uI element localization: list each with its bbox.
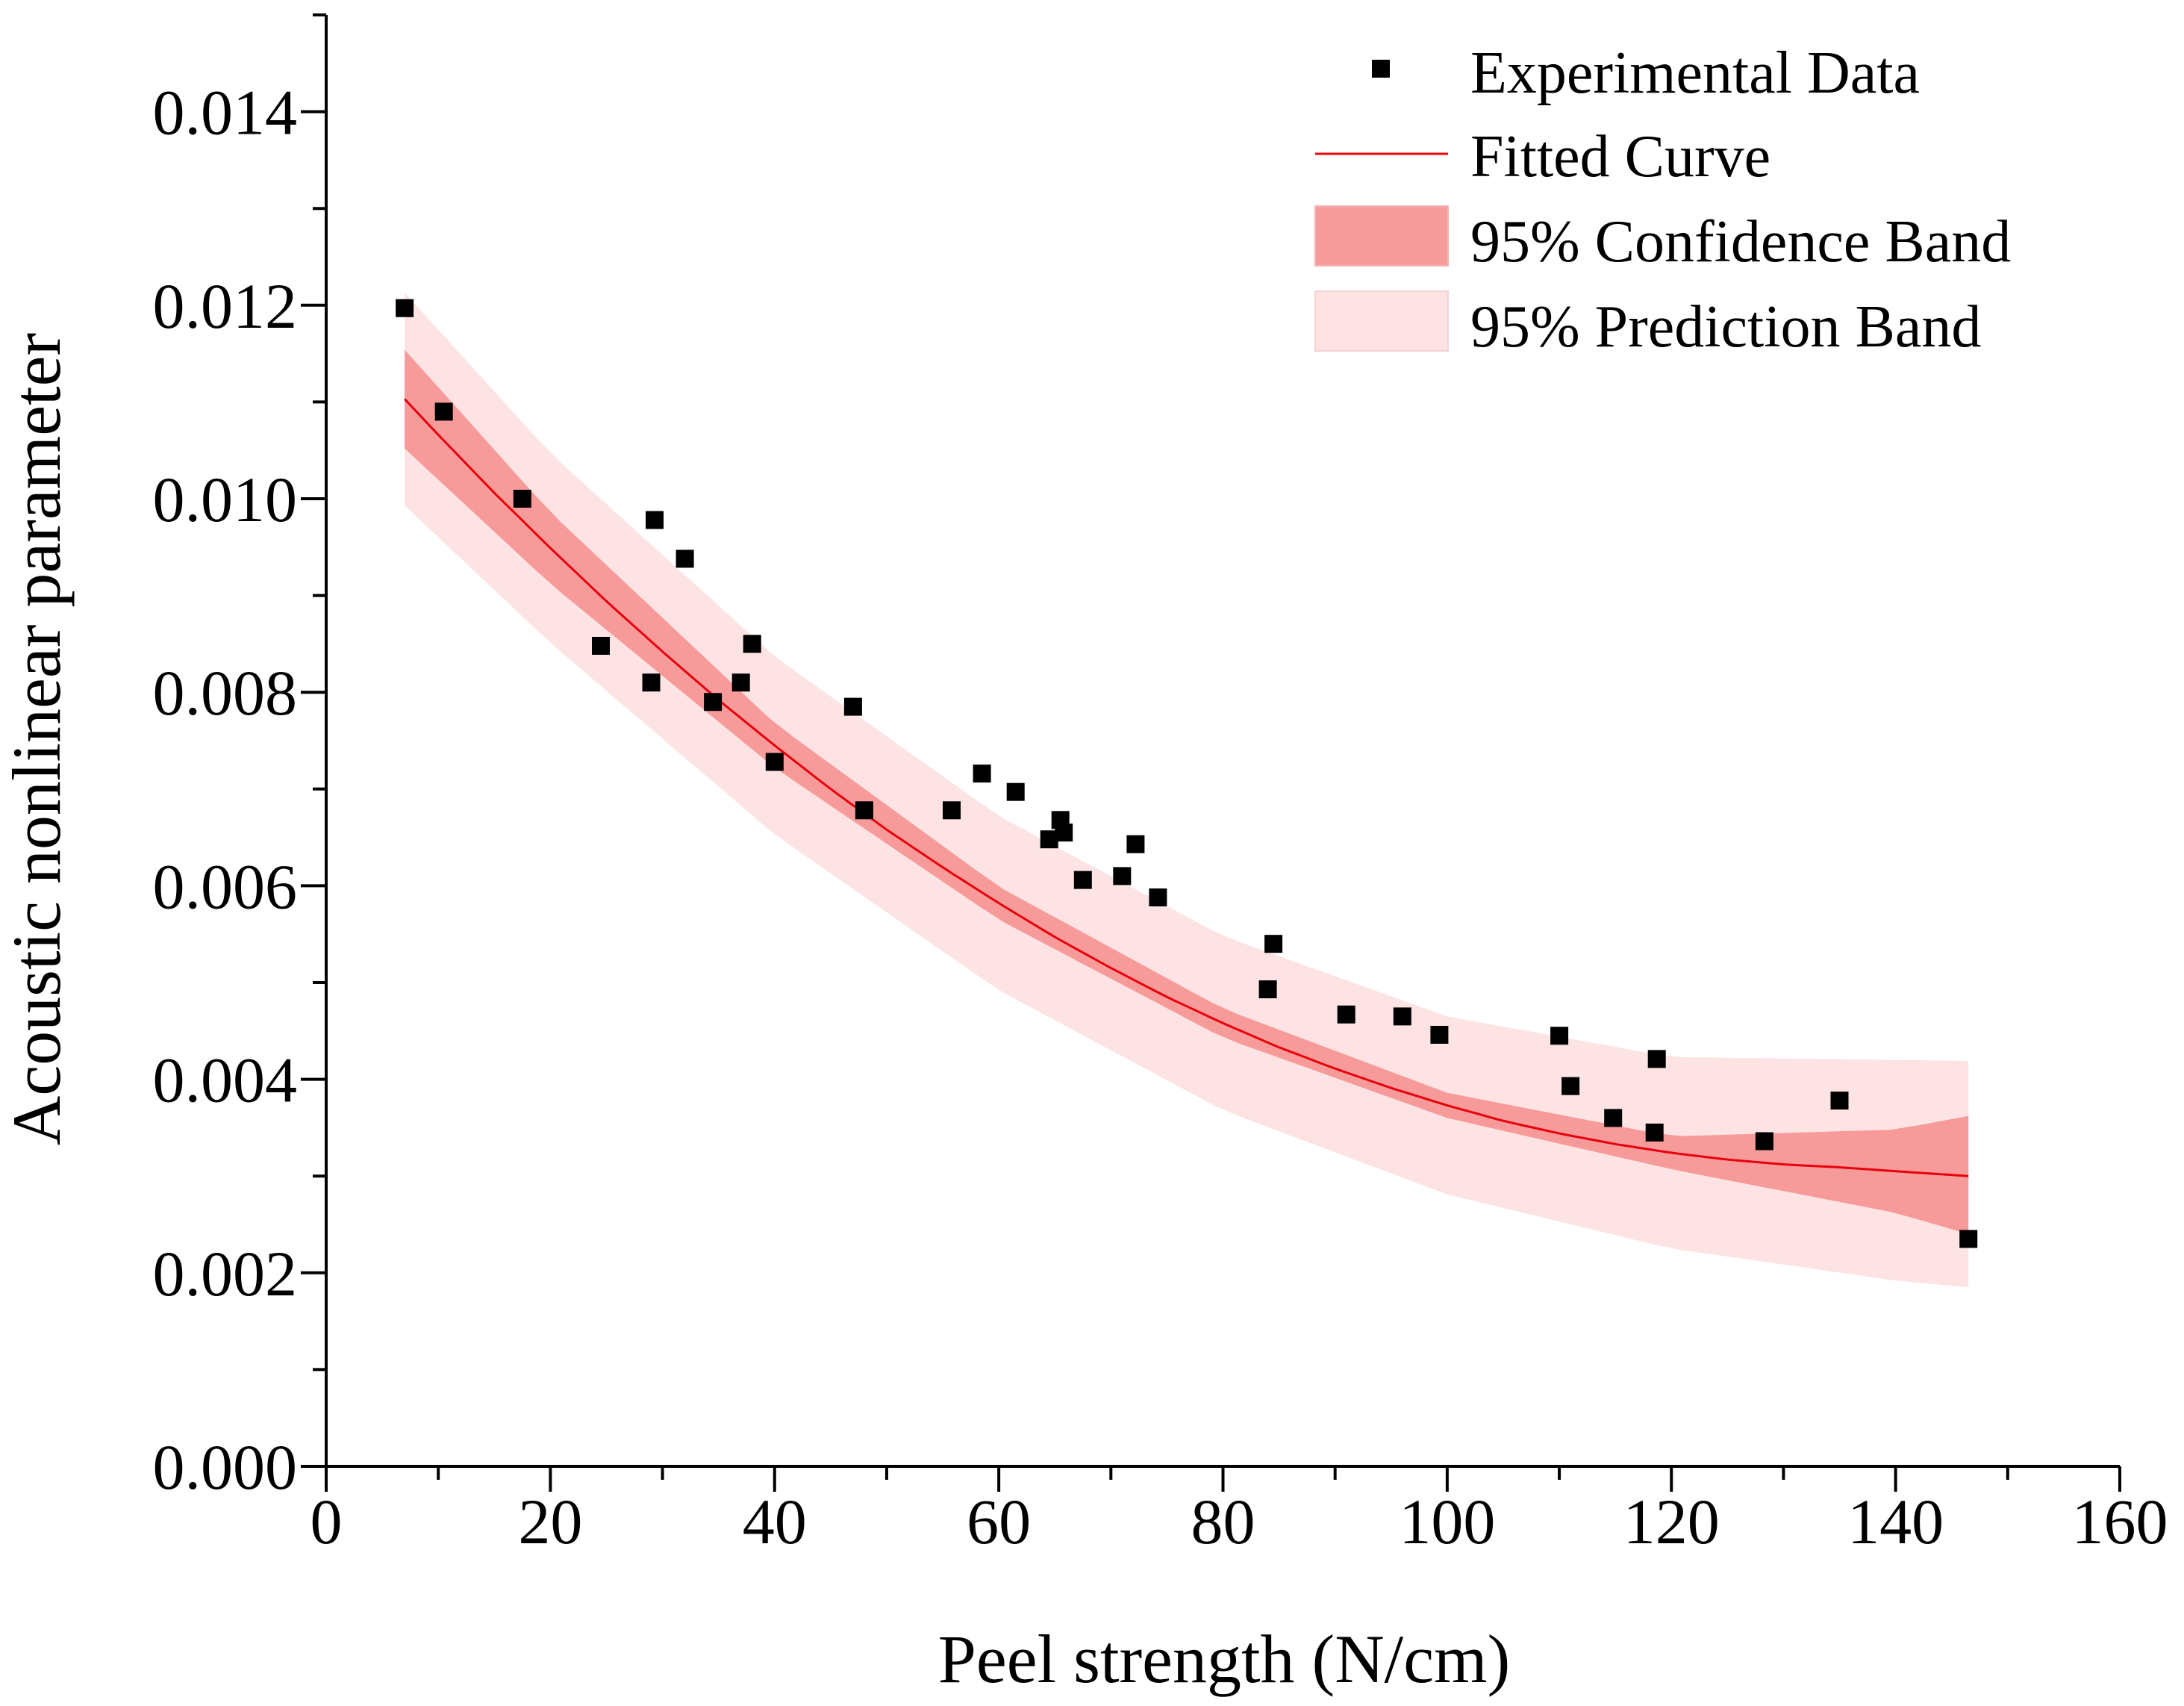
data-point — [1264, 935, 1283, 953]
data-point — [1073, 871, 1092, 889]
data-point — [676, 550, 694, 568]
legend-marker-data — [1372, 60, 1390, 78]
fitted-curve-layer — [404, 398, 1969, 1177]
data-point — [973, 765, 991, 783]
data-point — [592, 637, 610, 655]
y-tick-label: 0.006 — [153, 850, 298, 922]
legend-label-confidence: 95% Confidence Band — [1470, 209, 2011, 275]
y-tick-label: 0.008 — [153, 657, 298, 729]
y-tick-label: 0.014 — [153, 77, 298, 149]
x-tick-label: 120 — [1623, 1486, 1720, 1557]
data-point — [1830, 1092, 1849, 1110]
x-tick-label: 160 — [2072, 1486, 2168, 1557]
x-tick-layer: 0 20 40 60 80 100 120 140 160 — [311, 1466, 2168, 1557]
x-tick-label: 60 — [967, 1486, 1031, 1557]
x-tick-label: 0 — [311, 1486, 343, 1557]
data-point — [1126, 835, 1145, 853]
data-point — [1755, 1132, 1773, 1151]
x-tick-label: 100 — [1399, 1486, 1495, 1557]
x-tick-label: 80 — [1191, 1486, 1255, 1557]
y-tick-label: 0.012 — [153, 270, 298, 342]
data-point — [1337, 1005, 1355, 1024]
data-point — [1055, 824, 1073, 842]
legend-marker-prediction — [1314, 290, 1449, 352]
x-axis-label: Peel strength (N/cm) — [938, 1621, 1510, 1697]
data-point — [646, 511, 664, 529]
data-point — [731, 673, 750, 692]
y-tick-label: 0.000 — [153, 1431, 298, 1503]
data-point — [704, 693, 723, 712]
y-tick-label: 0.010 — [153, 464, 298, 535]
confidence-band — [405, 349, 1969, 1234]
data-point — [396, 299, 414, 317]
data-point — [1113, 867, 1132, 885]
legend: Experimental Data Fitted Curve 95% Confi… — [1314, 40, 2011, 360]
x-tick-label: 20 — [518, 1486, 582, 1557]
data-point — [642, 673, 661, 692]
data-point — [1258, 980, 1277, 999]
bands-layer — [405, 293, 1969, 1288]
data-points-layer — [396, 299, 1978, 1248]
data-point — [1645, 1123, 1664, 1142]
data-point — [1006, 782, 1025, 801]
data-point — [1561, 1077, 1580, 1095]
data-point — [1647, 1050, 1666, 1068]
data-point — [943, 801, 961, 820]
data-point — [743, 635, 761, 653]
data-point — [1550, 1027, 1569, 1045]
data-point — [434, 402, 453, 421]
y-axis-label: Acoustic nonlinear parameter — [0, 333, 75, 1145]
y-tick-label: 0.002 — [153, 1238, 298, 1310]
x-tick-label: 140 — [1847, 1486, 1944, 1557]
x-tick-label: 40 — [743, 1486, 807, 1557]
data-point — [1393, 1007, 1411, 1026]
data-point — [1959, 1230, 1978, 1248]
legend-label-prediction: 95% Prediction Band — [1470, 294, 1981, 360]
fitted-curve — [404, 398, 1969, 1177]
y-tick-label: 0.004 — [153, 1045, 298, 1116]
data-point — [855, 801, 873, 820]
data-point — [1149, 888, 1167, 906]
data-point — [1430, 1026, 1449, 1044]
y-tick-layer: 0.000 0.002 0.004 0.006 0.008 0.010 0.012 0.014 — [153, 13, 326, 1503]
legend-marker-confidence — [1314, 205, 1449, 267]
data-point — [765, 753, 784, 771]
data-point — [1604, 1109, 1623, 1127]
data-point — [513, 490, 531, 508]
legend-label-fit: Fitted Curve — [1470, 124, 1770, 190]
data-point — [843, 697, 862, 716]
legend-label-data: Experimental Data — [1470, 40, 1920, 106]
